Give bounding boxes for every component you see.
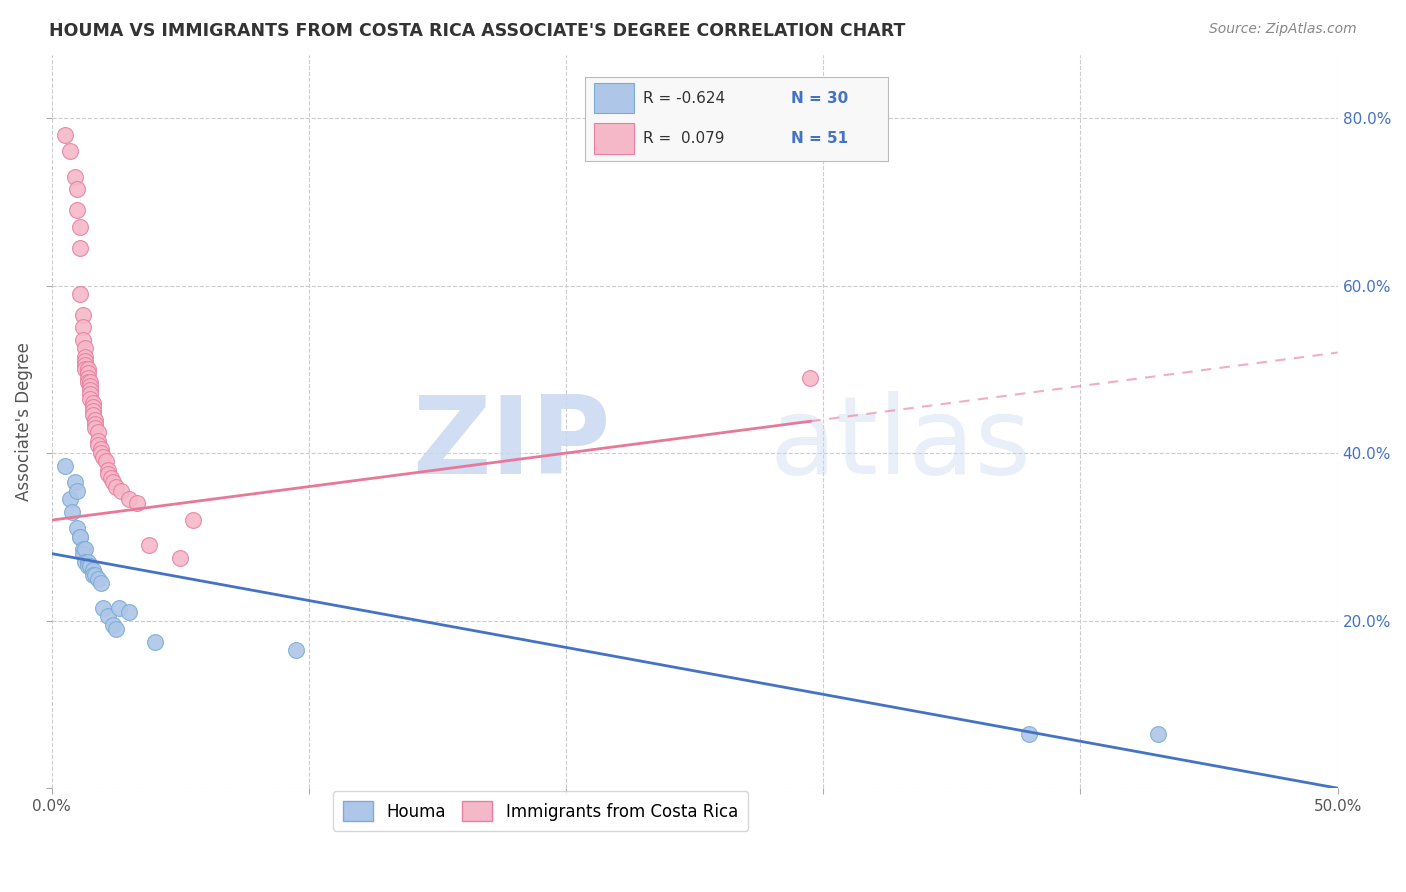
Point <box>143 634 166 648</box>
Point <box>63 169 86 184</box>
Text: HOUMA VS IMMIGRANTS FROM COSTA RICA ASSOCIATE'S DEGREE CORRELATION CHART: HOUMA VS IMMIGRANTS FROM COSTA RICA ASSO… <box>49 22 905 40</box>
Text: ZIP: ZIP <box>412 391 612 497</box>
Point <box>84 412 107 426</box>
Point <box>110 483 132 498</box>
Point <box>75 358 97 372</box>
Point <box>66 203 89 218</box>
Point <box>75 350 97 364</box>
Point <box>59 492 82 507</box>
Point <box>72 320 94 334</box>
Point <box>181 513 204 527</box>
Point <box>76 555 98 569</box>
Point <box>91 450 114 465</box>
Point <box>82 409 104 423</box>
Point <box>76 370 98 384</box>
Point <box>118 605 141 619</box>
Point <box>69 241 91 255</box>
Point <box>75 362 97 376</box>
Point <box>97 467 120 481</box>
Point <box>125 496 148 510</box>
Point <box>105 622 128 636</box>
Point <box>100 471 122 485</box>
Point <box>79 559 101 574</box>
Point <box>76 362 98 376</box>
Point <box>59 145 82 159</box>
Point <box>72 333 94 347</box>
Point <box>138 538 160 552</box>
Point <box>118 492 141 507</box>
Point <box>79 379 101 393</box>
Point <box>75 342 97 356</box>
Point <box>66 182 89 196</box>
Point <box>97 609 120 624</box>
Point <box>84 421 107 435</box>
Point <box>69 530 91 544</box>
Point <box>63 475 86 490</box>
Point <box>53 458 76 473</box>
Point <box>75 555 97 569</box>
Point <box>107 601 129 615</box>
Point <box>69 286 91 301</box>
Point <box>66 483 89 498</box>
Point <box>82 404 104 418</box>
Point <box>799 370 821 384</box>
Point <box>60 505 83 519</box>
Point <box>75 354 97 368</box>
Point <box>103 617 125 632</box>
Point <box>285 643 308 657</box>
Point <box>82 567 104 582</box>
Point <box>87 434 110 448</box>
Point <box>79 387 101 401</box>
Legend: Houma, Immigrants from Costa Rica: Houma, Immigrants from Costa Rica <box>333 791 748 831</box>
Point <box>87 438 110 452</box>
Point <box>76 559 98 574</box>
Text: Source: ZipAtlas.com: Source: ZipAtlas.com <box>1209 22 1357 37</box>
Y-axis label: Associate's Degree: Associate's Degree <box>15 343 32 501</box>
Point <box>105 480 128 494</box>
Point <box>1146 727 1168 741</box>
Point <box>53 128 76 142</box>
Point <box>69 530 91 544</box>
Point <box>1018 727 1040 741</box>
Point <box>94 454 117 468</box>
Point <box>79 384 101 398</box>
Text: atlas: atlas <box>769 391 1032 497</box>
Point <box>82 563 104 577</box>
Point <box>76 367 98 381</box>
Point <box>82 396 104 410</box>
Point <box>87 425 110 439</box>
Point <box>90 576 112 591</box>
Point <box>72 542 94 557</box>
Point <box>87 572 110 586</box>
Point <box>103 475 125 490</box>
Point <box>72 308 94 322</box>
Point <box>75 542 97 557</box>
Point <box>97 463 120 477</box>
Point <box>84 417 107 431</box>
Point <box>90 442 112 456</box>
Point <box>84 567 107 582</box>
Point <box>91 601 114 615</box>
Point <box>72 547 94 561</box>
Point <box>82 400 104 414</box>
Point <box>66 521 89 535</box>
Point <box>79 375 101 389</box>
Point <box>76 375 98 389</box>
Point <box>69 219 91 234</box>
Point <box>90 446 112 460</box>
Point <box>169 550 191 565</box>
Point <box>79 392 101 406</box>
